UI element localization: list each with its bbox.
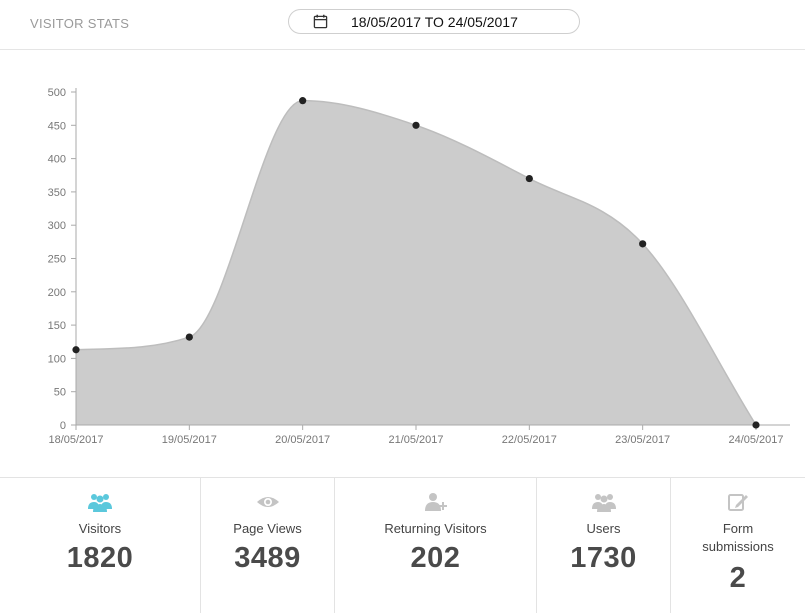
y-tick-label: 50: [54, 387, 66, 399]
y-tick-label: 100: [48, 353, 66, 365]
data-point: [72, 346, 80, 354]
y-tick-label: 300: [48, 220, 66, 232]
page-title: VISITOR STATS: [30, 16, 130, 31]
series-area: [76, 100, 756, 425]
stat-users[interactable]: Users 1730: [537, 477, 671, 613]
user-plus-icon: [424, 493, 447, 511]
x-tick-label: 19/05/2017: [162, 434, 217, 446]
x-tick-label: 20/05/2017: [275, 434, 330, 446]
y-tick-label: 400: [48, 154, 66, 166]
visitor-chart: 0 50 100 150 200 250 300 350 400 450 500 18/05/2017…: [0, 50, 805, 476]
stat-label: Users: [586, 521, 621, 536]
users-icon: [591, 494, 616, 512]
stat-form-submissions[interactable]: Form submissions 2: [671, 477, 805, 613]
calendar-icon: [313, 14, 328, 29]
date-range-text: 18/05/2017 TO 24/05/2017: [351, 14, 518, 30]
stat-label: Visitors: [78, 521, 122, 536]
stat-value: 2: [729, 562, 747, 594]
stat-label: Returning Visitors: [384, 521, 487, 536]
header: VISITOR STATS 18/05/2017 TO 24/05/2017: [0, 0, 805, 50]
x-tick-label: 24/05/2017: [728, 434, 783, 446]
stat-value: 1730: [570, 542, 637, 574]
stat-value: 202: [410, 542, 461, 574]
data-point: [752, 421, 760, 429]
y-tick-label: 200: [48, 287, 66, 299]
stat-visitors[interactable]: Visitors 1820: [0, 477, 201, 613]
users-icon: [88, 494, 112, 512]
stat-page-views[interactable]: Page Views 3489: [201, 477, 335, 613]
stats-bar: Visitors 1820 Page Views 3489 Returning …: [0, 477, 805, 613]
edit-icon: [728, 494, 748, 511]
stat-returning-visitors[interactable]: Returning Visitors 202: [335, 477, 537, 613]
date-range-picker[interactable]: 18/05/2017 TO 24/05/2017: [288, 9, 580, 34]
y-tick-label: 450: [48, 120, 66, 132]
stat-label: Page Views: [233, 521, 302, 536]
eye-icon: [256, 497, 279, 507]
data-point: [412, 121, 420, 129]
data-point: [525, 174, 533, 183]
visitor-area-chart: 0 50 100 150 200 250 300 350 400 450 500 18/05/2017…: [48, 87, 790, 446]
data-point: [185, 333, 193, 341]
y-tick-label: 0: [60, 420, 66, 432]
x-tick-label: 18/05/2017: [48, 434, 103, 446]
stat-value: 3489: [234, 542, 301, 574]
stat-label: Form submissions: [702, 521, 774, 554]
data-point: [639, 240, 647, 248]
x-tick-label: 23/05/2017: [615, 434, 670, 446]
stat-value: 1820: [66, 542, 134, 574]
data-point: [299, 97, 307, 105]
y-tick-label: 250: [48, 254, 66, 266]
y-tick-label: 500: [48, 87, 66, 99]
y-tick-label: 350: [48, 187, 66, 199]
x-tick-label: 22/05/2017: [502, 434, 557, 446]
y-tick-label: 150: [48, 320, 66, 332]
x-tick-label: 21/05/2017: [388, 434, 443, 446]
